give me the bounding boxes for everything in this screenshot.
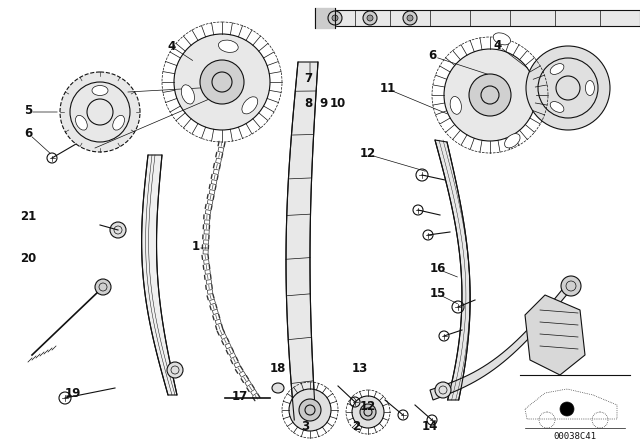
- Text: 5: 5: [24, 103, 32, 116]
- Circle shape: [299, 399, 321, 421]
- Ellipse shape: [450, 96, 461, 114]
- Text: 10: 10: [330, 96, 346, 109]
- Text: 4: 4: [494, 39, 502, 52]
- Ellipse shape: [550, 64, 564, 74]
- Bar: [245, 380, 252, 387]
- Bar: [230, 353, 236, 358]
- Circle shape: [60, 72, 140, 152]
- Polygon shape: [430, 280, 570, 400]
- Circle shape: [469, 74, 511, 116]
- Text: 6: 6: [428, 48, 436, 61]
- Ellipse shape: [113, 116, 125, 130]
- Circle shape: [560, 402, 574, 416]
- Ellipse shape: [242, 97, 258, 114]
- Text: 17: 17: [232, 389, 248, 402]
- Bar: [203, 250, 208, 254]
- Circle shape: [444, 49, 536, 141]
- Bar: [207, 200, 213, 205]
- Bar: [218, 147, 224, 152]
- Text: 12: 12: [360, 146, 376, 159]
- Text: 2: 2: [352, 419, 360, 432]
- Ellipse shape: [586, 81, 595, 95]
- Circle shape: [332, 15, 338, 21]
- Ellipse shape: [181, 85, 195, 104]
- Polygon shape: [141, 155, 177, 395]
- Bar: [215, 319, 221, 324]
- Text: 12: 12: [360, 400, 376, 413]
- Polygon shape: [315, 8, 335, 28]
- Text: 1: 1: [192, 240, 200, 253]
- Text: 6: 6: [24, 126, 32, 139]
- Circle shape: [407, 15, 413, 21]
- Text: 4: 4: [168, 39, 176, 52]
- Circle shape: [352, 396, 384, 428]
- Text: 9: 9: [319, 96, 327, 109]
- Ellipse shape: [550, 102, 564, 112]
- Circle shape: [95, 279, 111, 295]
- Circle shape: [435, 382, 451, 398]
- Text: 19: 19: [65, 387, 81, 400]
- Ellipse shape: [76, 116, 87, 130]
- Bar: [211, 180, 217, 185]
- Polygon shape: [286, 62, 318, 420]
- Circle shape: [367, 15, 373, 21]
- Polygon shape: [525, 295, 585, 375]
- Ellipse shape: [218, 40, 238, 52]
- Text: 20: 20: [20, 251, 36, 264]
- Circle shape: [167, 362, 183, 378]
- Bar: [205, 220, 210, 224]
- Circle shape: [561, 276, 581, 296]
- Text: 21: 21: [20, 210, 36, 223]
- Text: 11: 11: [380, 82, 396, 95]
- Bar: [234, 362, 240, 368]
- Text: 16: 16: [430, 262, 446, 275]
- Circle shape: [289, 389, 331, 431]
- Ellipse shape: [92, 86, 108, 95]
- Polygon shape: [435, 140, 470, 400]
- Circle shape: [403, 11, 417, 25]
- Circle shape: [328, 11, 342, 25]
- Circle shape: [110, 222, 126, 238]
- Circle shape: [174, 34, 270, 130]
- Ellipse shape: [272, 383, 284, 393]
- Bar: [204, 260, 209, 264]
- Text: 14: 14: [422, 419, 438, 432]
- Bar: [205, 210, 211, 215]
- Circle shape: [360, 404, 376, 420]
- Bar: [220, 333, 227, 340]
- Bar: [204, 240, 209, 244]
- Bar: [207, 289, 213, 294]
- Bar: [239, 371, 246, 377]
- Text: 13: 13: [352, 362, 368, 375]
- Text: 18: 18: [270, 362, 286, 375]
- Text: 00038C41: 00038C41: [554, 431, 596, 440]
- Bar: [251, 389, 257, 396]
- Ellipse shape: [493, 33, 511, 45]
- Bar: [213, 169, 219, 175]
- Bar: [209, 190, 215, 194]
- Text: 8: 8: [304, 96, 312, 109]
- Circle shape: [200, 60, 244, 104]
- Text: 7: 7: [304, 72, 312, 85]
- Bar: [209, 299, 216, 305]
- Bar: [216, 158, 221, 164]
- Circle shape: [363, 11, 377, 25]
- Ellipse shape: [504, 134, 520, 148]
- Bar: [212, 309, 218, 314]
- Text: 3: 3: [301, 419, 309, 432]
- Bar: [225, 343, 231, 349]
- Circle shape: [526, 46, 610, 130]
- Bar: [205, 270, 211, 274]
- Bar: [204, 230, 209, 234]
- Bar: [206, 280, 212, 284]
- Text: 15: 15: [430, 287, 446, 300]
